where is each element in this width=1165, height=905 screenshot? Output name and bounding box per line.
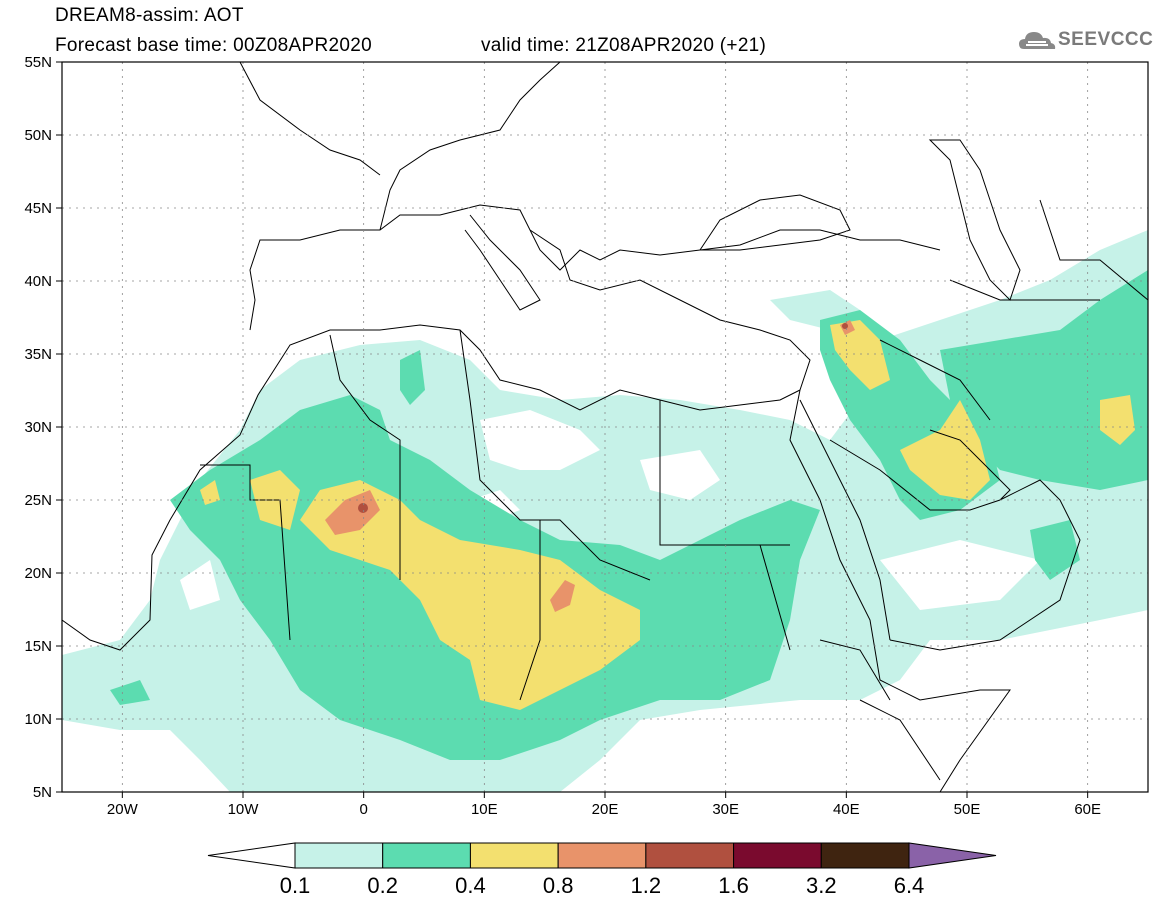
valid-time: valid time: 21Z08APR2020 (+21) (481, 35, 767, 56)
colorbar-box (294, 842, 384, 869)
colorbar-tick-label: 0.2 (367, 873, 398, 898)
lat-label: 40N (24, 273, 52, 290)
colorbar-tick-label: 3.2 (806, 873, 837, 898)
colorbar-tick-label: 1.6 (718, 873, 749, 898)
lat-label: 10N (24, 711, 52, 728)
lon-label: 10W (228, 801, 260, 818)
lat-label: 55N (24, 54, 52, 71)
gridlines (62, 62, 1148, 792)
latitude-labels: 55N 50N 45N 40N 35N 30N 25N 20N 15N 10N 5N (24, 54, 52, 801)
colorbar-box (382, 842, 471, 869)
map-title: DREAM8-assim: AOT (55, 5, 244, 26)
lon-label: 50E (954, 801, 981, 818)
lon-label: 10E (471, 801, 498, 818)
lat-label: 15N (24, 638, 52, 655)
contour-1.2-1.6 (358, 323, 848, 513)
lat-label: 50N (24, 127, 52, 144)
coastlines-borders (62, 62, 1148, 792)
colorbar-over-triangle (908, 842, 997, 869)
contour-0.4-0.8 (200, 320, 1135, 710)
lon-label: 60E (1074, 801, 1101, 818)
colorbar-box (645, 842, 735, 869)
lon-label: 0 (359, 801, 367, 818)
colorbar-tick-label: 0.1 (280, 873, 311, 898)
cloud-icon (1019, 32, 1056, 49)
colorbar-box (733, 842, 822, 869)
forecast-base-time: Forecast base time: 00Z08APR2020 (55, 35, 372, 56)
lat-label: 35N (24, 346, 52, 363)
lon-label: 20W (107, 801, 139, 818)
colorbar-tick-labels: 0.1 0.2 0.4 0.8 1.2 1.6 3.2 6.4 (280, 873, 925, 898)
colorbar-tick-label: 1.2 (631, 873, 662, 898)
colorbar-tick-label: 6.4 (894, 873, 925, 898)
lat-label: 25N (24, 492, 52, 509)
colorbar-box (557, 842, 647, 869)
colorbar-tick-label: 0.8 (543, 873, 574, 898)
seevccc-logo: SEEVCCC (1058, 29, 1154, 50)
lon-label: 40E (833, 801, 860, 818)
lat-label: 30N (24, 419, 52, 436)
colorbar-under-triangle (207, 842, 296, 869)
axis-ticks (56, 61, 1089, 798)
lon-label: 30E (712, 801, 739, 818)
longitude-labels: 20W 10W 0 10E 20E 30E 40E 50E 60E (107, 801, 1101, 818)
lat-label: 45N (24, 200, 52, 217)
colorbar-tick-label: 0.4 (455, 873, 486, 898)
lat-label: 20N (24, 565, 52, 582)
lat-label: 5N (33, 784, 52, 801)
lon-label: 20E (592, 801, 619, 818)
colorbar-box (469, 842, 559, 869)
colorbar-box (820, 842, 910, 869)
colorbar (207, 842, 997, 869)
